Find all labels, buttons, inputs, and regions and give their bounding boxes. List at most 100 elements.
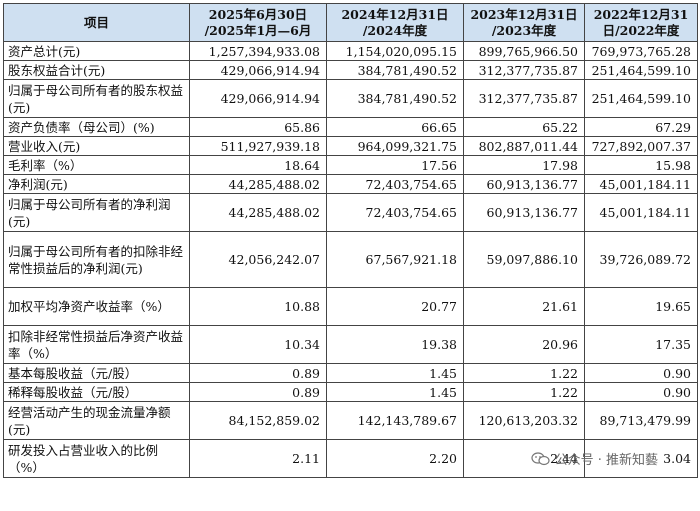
cell-2025: 511,927,939.18 [189, 136, 327, 156]
cell-2024: 67,567,921.18 [326, 231, 464, 288]
cell-2024: 72,403,754.65 [326, 193, 464, 232]
cell-2023: 60,913,136.77 [463, 193, 585, 232]
cell-2024: 66.65 [326, 117, 464, 137]
cell-2023: 59,097,886.10 [463, 231, 585, 288]
table-row: 扣除非经常性损益后净资产收益率（%） 10.34 19.38 20.96 17.… [3, 325, 698, 364]
row-label: 基本每股收益（元/股） [3, 363, 190, 383]
cell-2023: 312,377,735.87 [463, 79, 585, 118]
cell-2023: 120,613,203.32 [463, 401, 585, 440]
cell-2024: 1,154,020,095.15 [326, 41, 464, 61]
cell-2022: 3.04 [584, 439, 698, 478]
cell-2022: 67.29 [584, 117, 698, 137]
cell-2024: 142,143,789.67 [326, 401, 464, 440]
cell-2023: 60,913,136.77 [463, 174, 585, 194]
header-2023: 2023年12月31日 /2023年度 [463, 3, 585, 42]
cell-2024: 19.38 [326, 325, 464, 364]
cell-2022: 15.98 [584, 155, 698, 175]
row-label: 归属于母公司所有者的股东权益(元) [3, 79, 190, 118]
row-label: 净利润(元) [3, 174, 190, 194]
cell-2024: 17.56 [326, 155, 464, 175]
cell-2024: 2.20 [326, 439, 464, 478]
table-row: 研发投入占营业收入的比例（%） 2.11 2.20 2.44 3.04 [3, 439, 698, 478]
header-2023-line1: 2023年12月31日 [470, 6, 578, 22]
row-label: 股东权益合计(元) [3, 60, 190, 80]
header-2022-line1: 2022年12月31 [593, 6, 689, 22]
header-2022-line2: 日/2022年度 [602, 22, 680, 38]
header-item: 项目 [3, 3, 190, 42]
cell-2023: 20.96 [463, 325, 585, 364]
cell-2022: 727,892,007.37 [584, 136, 698, 156]
table-row: 营业收入(元) 511,927,939.18 964,099,321.75 80… [3, 136, 698, 156]
row-label: 资产负债率（母公司）(%) [3, 117, 190, 137]
row-label: 经营活动产生的现金流量净额(元) [3, 401, 190, 440]
cell-2024: 384,781,490.52 [326, 60, 464, 80]
cell-2024: 1.45 [326, 382, 464, 402]
cell-2025: 0.89 [189, 363, 327, 383]
cell-2025: 65.86 [189, 117, 327, 137]
cell-2024: 72,403,754.65 [326, 174, 464, 194]
table-body: 资产总计(元) 1,257,394,933.08 1,154,020,095.1… [3, 41, 698, 478]
row-label: 资产总计(元) [3, 41, 190, 61]
cell-2022: 0.90 [584, 382, 698, 402]
table-row: 加权平均净资产收益率（%） 10.88 20.77 21.61 19.65 [3, 287, 698, 326]
table-row: 资产总计(元) 1,257,394,933.08 1,154,020,095.1… [3, 41, 698, 61]
cell-2022: 251,464,599.10 [584, 79, 698, 118]
row-label: 归属于母公司所有者的净利润(元) [3, 193, 190, 232]
header-2025: 2025年6月30日 /2025年1月—6月 [189, 3, 327, 42]
row-label: 归属于母公司所有者的扣除非经常性损益后的净利润(元) [3, 231, 190, 288]
header-2024: 2024年12月31日 /2024年度 [326, 3, 464, 42]
header-2024-line1: 2024年12月31日 [341, 6, 449, 22]
header-2025-line1: 2025年6月30日 [208, 6, 308, 22]
row-label: 研发投入占营业收入的比例（%） [3, 439, 190, 478]
cell-2022: 17.35 [584, 325, 698, 364]
header-2025-line2: /2025年1月—6月 [204, 22, 312, 38]
cell-2024: 384,781,490.52 [326, 79, 464, 118]
cell-2022: 0.90 [584, 363, 698, 383]
cell-2025: 18.64 [189, 155, 327, 175]
cell-2023: 2.44 [463, 439, 585, 478]
table-row: 资产负债率（母公司）(%) 65.86 66.65 65.22 67.29 [3, 117, 698, 137]
cell-2022: 89,713,479.99 [584, 401, 698, 440]
row-label: 毛利率（%） [3, 155, 190, 175]
cell-2025: 42,056,242.07 [189, 231, 327, 288]
financial-data-table: 项目 2025年6月30日 /2025年1月—6月 2024年12月31日 /2… [3, 3, 698, 478]
table-row: 归属于母公司所有者的扣除非经常性损益后的净利润(元) 42,056,242.07… [3, 231, 698, 288]
cell-2022: 45,001,184.11 [584, 193, 698, 232]
cell-2023: 1.22 [463, 363, 585, 383]
cell-2025: 429,066,914.94 [189, 60, 327, 80]
table-row: 稀释每股收益（元/股） 0.89 1.45 1.22 0.90 [3, 382, 698, 402]
cell-2025: 84,152,859.02 [189, 401, 327, 440]
table-header-row: 项目 2025年6月30日 /2025年1月—6月 2024年12月31日 /2… [3, 3, 698, 42]
cell-2023: 802,887,011.44 [463, 136, 585, 156]
cell-2023: 312,377,735.87 [463, 60, 585, 80]
cell-2023: 65.22 [463, 117, 585, 137]
wechat-icon [530, 451, 550, 465]
cell-2025: 44,285,488.02 [189, 174, 327, 194]
cell-2025: 0.89 [189, 382, 327, 402]
cell-2025: 1,257,394,933.08 [189, 41, 327, 61]
cell-2023: 17.98 [463, 155, 585, 175]
row-label: 扣除非经常性损益后净资产收益率（%） [3, 325, 190, 364]
cell-2022: 251,464,599.10 [584, 60, 698, 80]
table-row: 净利润(元) 44,285,488.02 72,403,754.65 60,91… [3, 174, 698, 194]
cell-2024: 964,099,321.75 [326, 136, 464, 156]
cell-2022: 45,001,184.11 [584, 174, 698, 194]
table-row: 归属于母公司所有者的股东权益(元) 429,066,914.94 384,781… [3, 79, 698, 118]
cell-2022: 19.65 [584, 287, 698, 326]
watermark: 公众号 · 推新知藝 [530, 449, 658, 468]
cell-2022: 39,726,089.72 [584, 231, 698, 288]
header-2022: 2022年12月31 日/2022年度 [584, 3, 698, 42]
cell-2023: 899,765,966.50 [463, 41, 585, 61]
row-label: 加权平均净资产收益率（%） [3, 287, 190, 326]
cell-2024: 20.77 [326, 287, 464, 326]
watermark-text: 公众号 · 推新知藝 [554, 453, 658, 468]
header-2023-line2: /2023年度 [491, 22, 557, 38]
cell-2025: 10.88 [189, 287, 327, 326]
table-row: 基本每股收益（元/股） 0.89 1.45 1.22 0.90 [3, 363, 698, 383]
cell-2025: 44,285,488.02 [189, 193, 327, 232]
header-item-line1: 项目 [83, 14, 109, 30]
table-row: 归属于母公司所有者的净利润(元) 44,285,488.02 72,403,75… [3, 193, 698, 232]
cell-2023: 1.22 [463, 382, 585, 402]
cell-2023: 21.61 [463, 287, 585, 326]
table-row: 毛利率（%） 18.64 17.56 17.98 15.98 [3, 155, 698, 175]
